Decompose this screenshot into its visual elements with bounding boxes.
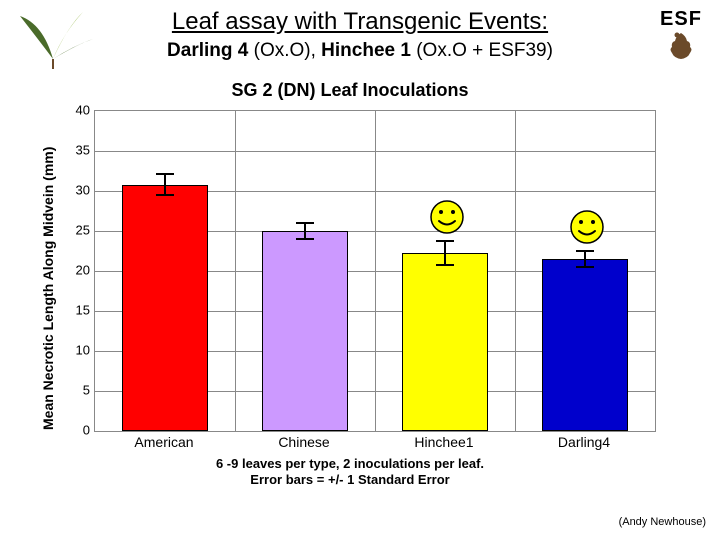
title-line2: Darling 4 (Ox.O), Hinchee 1 (Ox.O + ESF3… [110, 40, 610, 62]
vgridline [375, 111, 376, 431]
error-cap [156, 173, 174, 175]
error-cap [436, 264, 454, 266]
xtick-label: Darling4 [514, 434, 654, 450]
xtick-label: Chinese [234, 434, 374, 450]
vgridline [235, 111, 236, 431]
error-cap [296, 222, 314, 224]
bar-darling4 [542, 259, 629, 431]
caption-line2: Error bars = +/- 1 Standard Error [250, 472, 449, 487]
ytick-label: 0 [66, 423, 90, 438]
ytick-label: 10 [66, 343, 90, 358]
chart: SG 2 (DN) Leaf Inoculations Mean Necroti… [20, 80, 680, 490]
xtick-label: American [94, 434, 234, 450]
leaf-icon [8, 4, 98, 69]
plot-area [94, 110, 656, 432]
ytick-label: 5 [66, 383, 90, 398]
y-axis-label: Mean Necrotic Length Along Midvein (mm) [40, 147, 56, 430]
error-bar [164, 174, 166, 195]
vgridline [515, 111, 516, 431]
bar-chinese [262, 231, 349, 431]
ytick-label: 40 [66, 103, 90, 118]
esf-logo: ESF [650, 8, 712, 58]
bar-american [122, 185, 209, 431]
chart-title: SG 2 (DN) Leaf Inoculations [20, 80, 680, 101]
caption-line1: 6 -9 leaves per type, 2 inoculations per… [216, 456, 484, 471]
error-bar [304, 223, 306, 239]
slide: ESF Leaf assay with Transgenic Events: D… [0, 0, 720, 540]
smiley-icon [429, 199, 465, 235]
ytick-label: 20 [66, 263, 90, 278]
smiley-icon [569, 209, 605, 245]
error-cap [296, 238, 314, 240]
error-bar [584, 251, 586, 267]
error-cap [436, 240, 454, 242]
error-cap [576, 250, 594, 252]
x-axis-caption: 6 -9 leaves per type, 2 inoculations per… [20, 456, 680, 489]
ytick-label: 25 [66, 223, 90, 238]
error-cap [156, 194, 174, 196]
esf-text: ESF [650, 8, 712, 31]
error-cap [576, 266, 594, 268]
ytick-label: 30 [66, 183, 90, 198]
oak-leaf-icon [666, 31, 696, 61]
ytick-label: 15 [66, 303, 90, 318]
xtick-label: Hinchee1 [374, 434, 514, 450]
error-bar [444, 241, 446, 265]
bar-hinchee1 [402, 253, 489, 431]
credit-text: (Andy Newhouse) [619, 516, 706, 528]
title-line1: Leaf assay with Transgenic Events: [110, 8, 610, 36]
title-block: Leaf assay with Transgenic Events: Darli… [110, 8, 610, 62]
ytick-label: 35 [66, 143, 90, 158]
